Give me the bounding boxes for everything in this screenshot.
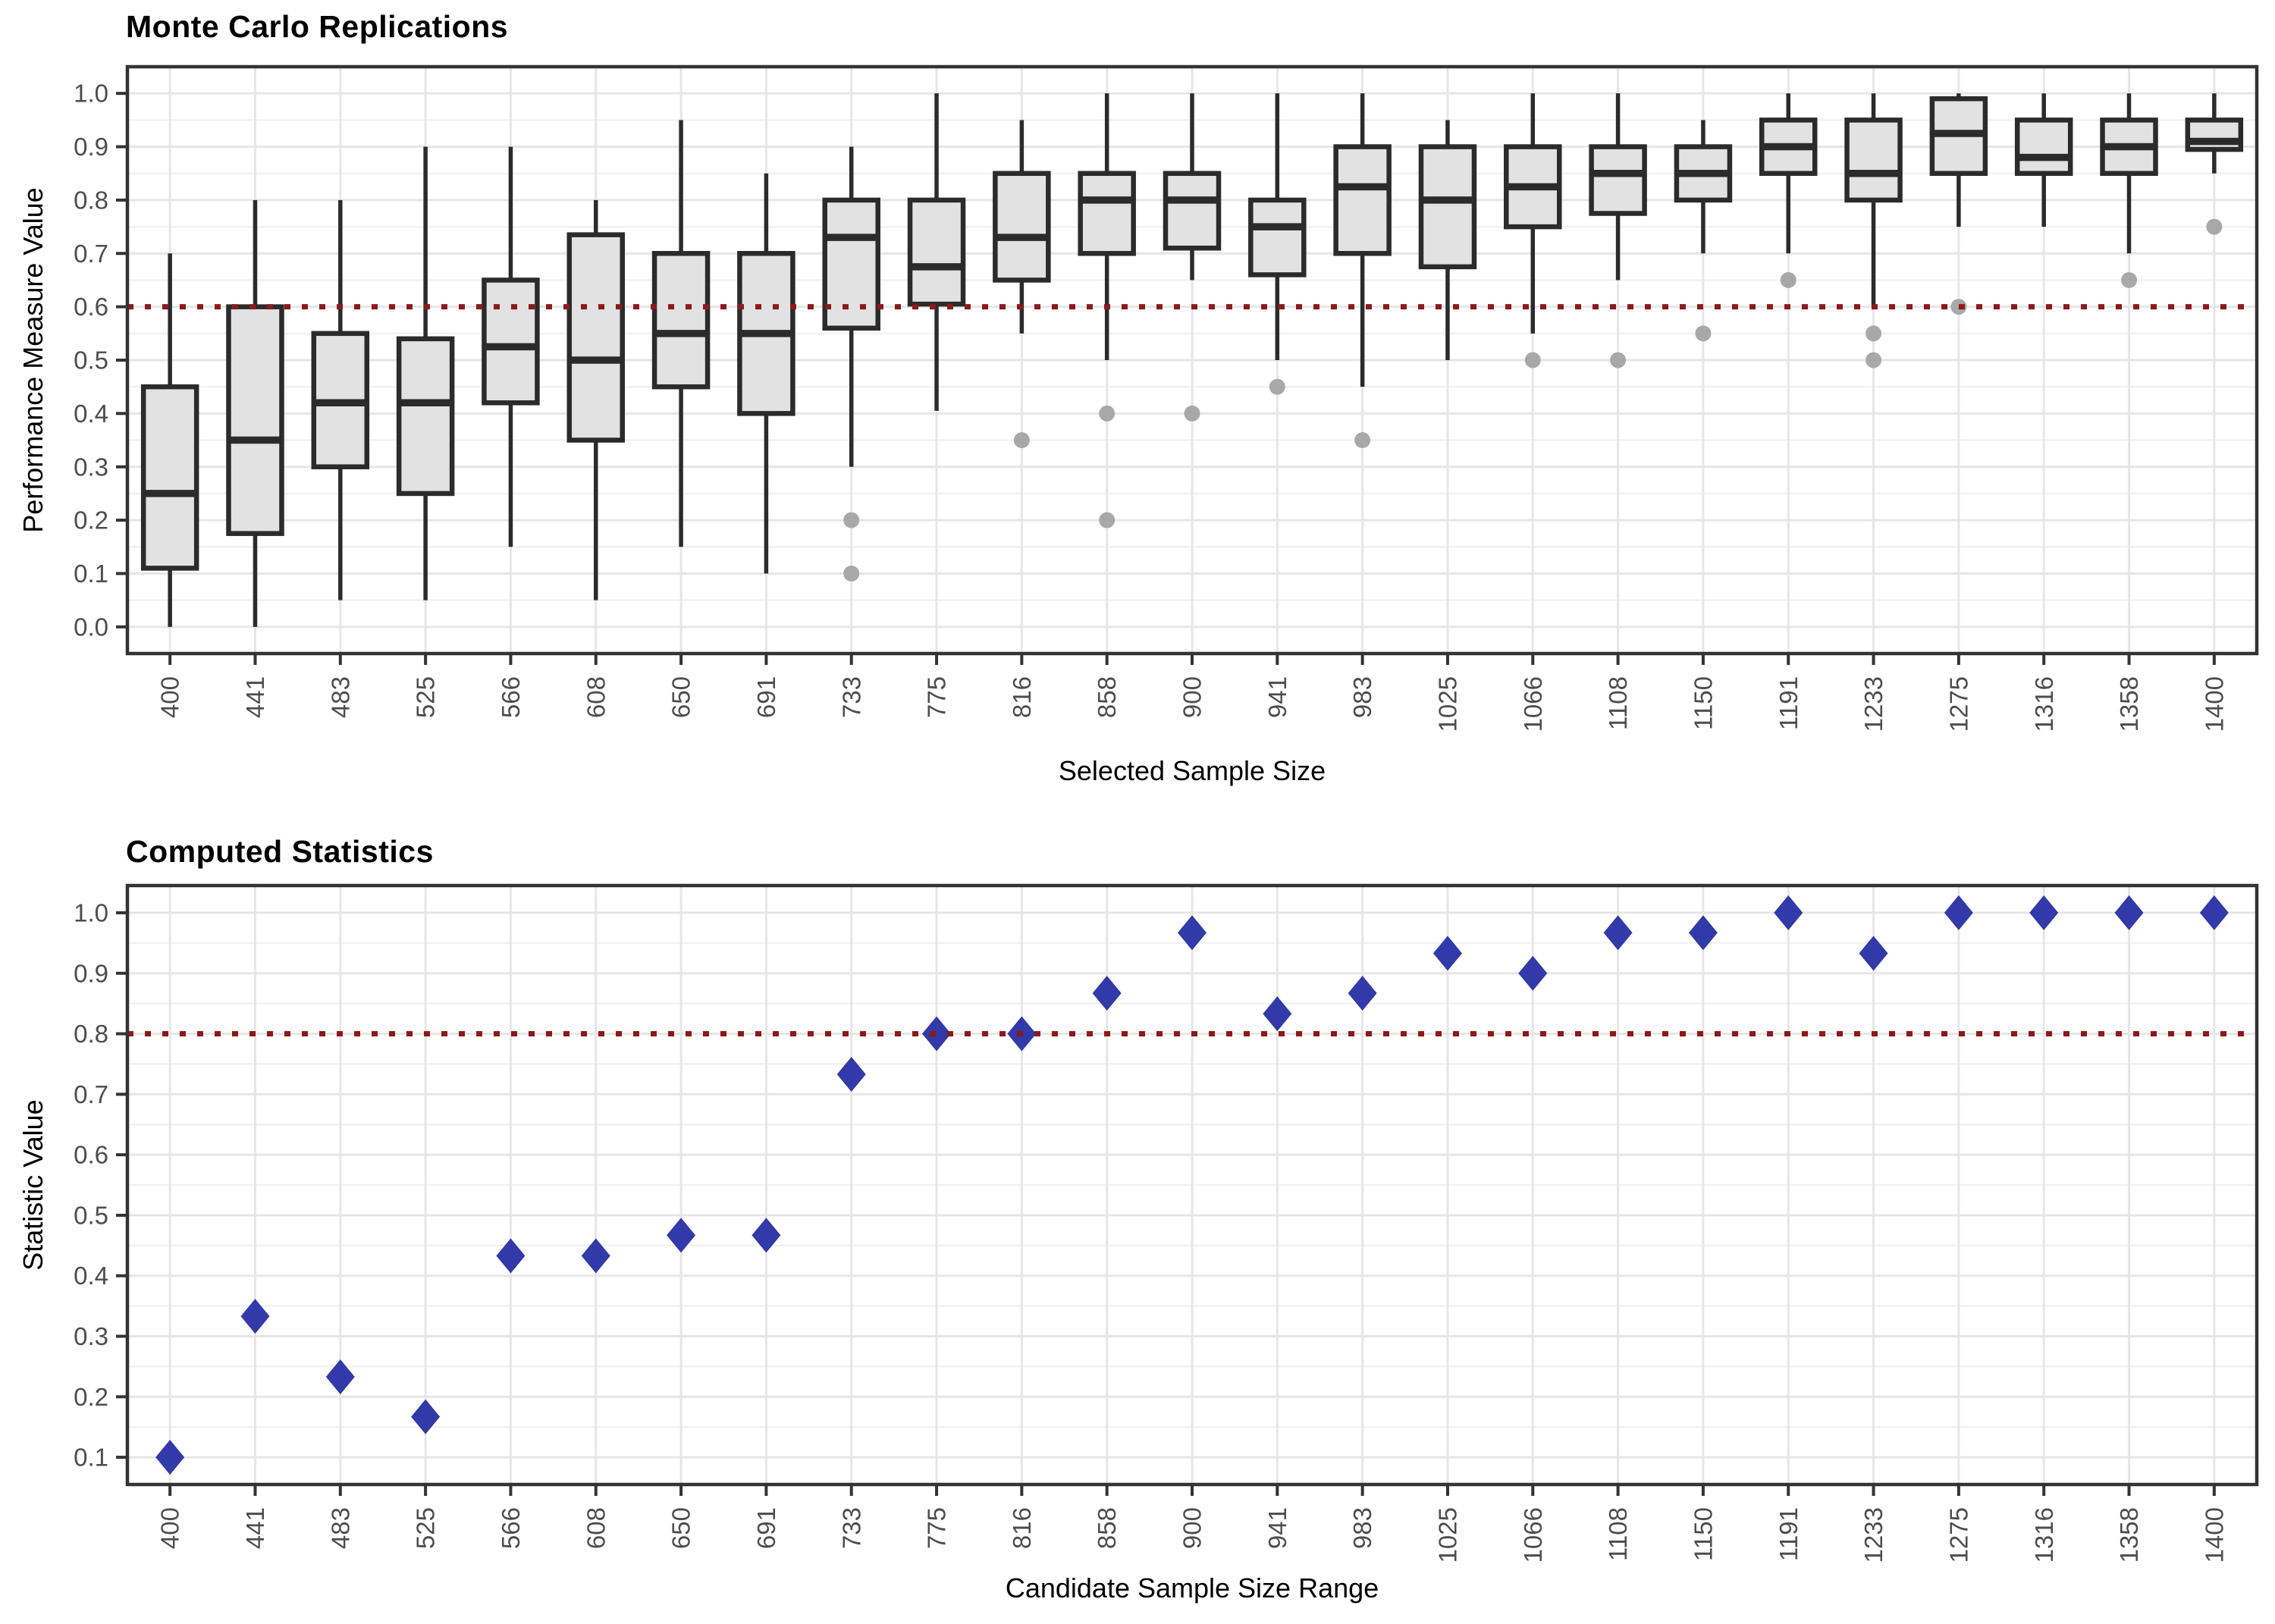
svg-text:1150: 1150 <box>1689 676 1717 730</box>
svg-text:0.4: 0.4 <box>74 400 108 428</box>
svg-text:858: 858 <box>1093 676 1121 718</box>
svg-text:858: 858 <box>1093 1507 1121 1549</box>
svg-text:941: 941 <box>1263 1507 1291 1549</box>
svg-text:816: 816 <box>1008 1507 1036 1549</box>
svg-text:0.0: 0.0 <box>74 613 108 641</box>
svg-text:0.6: 0.6 <box>74 293 108 321</box>
svg-text:691: 691 <box>752 1507 780 1549</box>
svg-text:1191: 1191 <box>1774 1507 1803 1561</box>
svg-text:0.6: 0.6 <box>74 1141 108 1169</box>
svg-text:1316: 1316 <box>2030 1507 2058 1563</box>
page-title: Monte Carlo Replications <box>126 9 509 44</box>
svg-text:0.9: 0.9 <box>74 959 108 987</box>
svg-text:0.5: 0.5 <box>74 1201 108 1229</box>
svg-text:525: 525 <box>412 676 440 718</box>
svg-text:525: 525 <box>412 1507 440 1549</box>
svg-text:650: 650 <box>667 1507 695 1549</box>
svg-text:0.7: 0.7 <box>74 1080 108 1108</box>
svg-text:0.3: 0.3 <box>74 453 108 481</box>
x-axis-title-candidate-range: Candidate Sample Size Range <box>1005 1572 1379 1604</box>
svg-text:1.0: 1.0 <box>74 80 108 108</box>
svg-text:0.8: 0.8 <box>74 1020 108 1048</box>
svg-text:941: 941 <box>1263 676 1291 718</box>
svg-text:1233: 1233 <box>1859 1507 1887 1563</box>
svg-text:691: 691 <box>752 676 780 718</box>
svg-text:1066: 1066 <box>1519 676 1547 732</box>
svg-text:0.1: 0.1 <box>74 1444 108 1472</box>
panel-title-computed-statistics: Computed Statistics <box>126 834 434 869</box>
x-axis-title-selected-sample-size: Selected Sample Size <box>1058 755 1326 786</box>
scatter-canvas: 0.1 0.2 0.3 0.4 0.5 0.6 0.7 0.8 0.9 1.0 400 441 483 5… <box>74 883 2259 1563</box>
svg-text:0.3: 0.3 <box>74 1322 108 1350</box>
svg-text:816: 816 <box>1008 676 1036 718</box>
svg-text:1108: 1108 <box>1604 676 1632 730</box>
svg-text:900: 900 <box>1178 1507 1207 1549</box>
svg-text:775: 775 <box>923 676 951 718</box>
svg-text:1358: 1358 <box>2115 1507 2143 1563</box>
svg-text:0.1: 0.1 <box>74 560 108 588</box>
svg-text:1233: 1233 <box>1859 676 1887 732</box>
svg-text:566: 566 <box>497 676 525 718</box>
svg-text:650: 650 <box>667 676 695 718</box>
svg-text:1275: 1275 <box>1944 1507 1972 1563</box>
svg-text:1400: 1400 <box>2200 676 2228 732</box>
svg-text:1.0: 1.0 <box>74 898 108 926</box>
svg-text:0.7: 0.7 <box>74 240 108 268</box>
svg-text:0.8: 0.8 <box>74 186 108 214</box>
svg-text:1025: 1025 <box>1434 1507 1462 1563</box>
svg-text:1066: 1066 <box>1519 1507 1547 1563</box>
boxplot-canvas: 0.0 0.1 0.2 0.3 0.4 0.5 0.6 0.7 0.8 0.9 1.0 400 441 4… <box>74 64 2259 732</box>
svg-text:608: 608 <box>582 676 610 718</box>
svg-text:983: 983 <box>1348 676 1376 718</box>
svg-text:0.9: 0.9 <box>74 133 108 161</box>
svg-text:1150: 1150 <box>1689 1507 1717 1561</box>
svg-text:483: 483 <box>326 676 354 718</box>
svg-text:1108: 1108 <box>1604 1507 1632 1561</box>
svg-text:983: 983 <box>1348 1507 1376 1549</box>
svg-text:441: 441 <box>241 676 269 718</box>
svg-text:1275: 1275 <box>1944 676 1972 732</box>
svg-text:775: 775 <box>923 1507 951 1549</box>
svg-text:0.4: 0.4 <box>74 1262 108 1290</box>
svg-text:441: 441 <box>241 1507 269 1549</box>
svg-text:0.2: 0.2 <box>74 506 108 535</box>
svg-text:400: 400 <box>156 676 184 718</box>
svg-text:566: 566 <box>497 1507 525 1549</box>
svg-text:1400: 1400 <box>2200 1507 2228 1563</box>
svg-text:483: 483 <box>326 1507 354 1549</box>
svg-text:733: 733 <box>837 1507 865 1549</box>
svg-text:1358: 1358 <box>2115 676 2143 732</box>
svg-text:1316: 1316 <box>2030 676 2058 732</box>
svg-text:0.2: 0.2 <box>74 1383 108 1411</box>
svg-text:1191: 1191 <box>1774 676 1803 730</box>
svg-text:733: 733 <box>837 676 865 718</box>
svg-text:900: 900 <box>1178 676 1207 718</box>
svg-text:0.5: 0.5 <box>74 346 108 375</box>
svg-text:400: 400 <box>156 1507 184 1549</box>
svg-text:1025: 1025 <box>1434 676 1462 732</box>
svg-text:608: 608 <box>582 1507 610 1549</box>
